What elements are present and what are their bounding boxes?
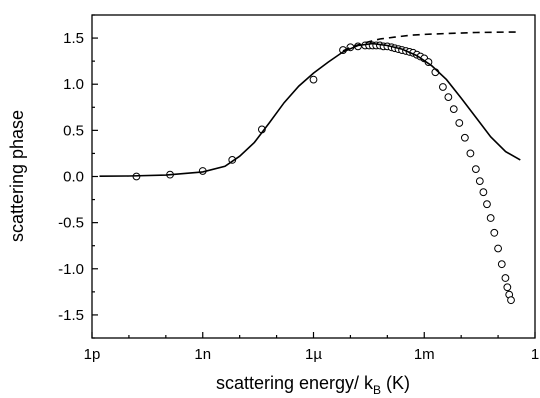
data-point xyxy=(483,200,491,209)
data-point xyxy=(460,133,469,142)
data-point xyxy=(466,149,475,158)
plot-frame xyxy=(91,14,536,339)
x-tick-label: 1p xyxy=(84,346,101,363)
series-layer xyxy=(99,31,521,305)
data-point xyxy=(438,83,447,91)
y-tick-label: -0.5 xyxy=(58,215,84,232)
data-point xyxy=(479,188,488,197)
y-tick-label: -1.0 xyxy=(58,261,84,278)
y-tick-label: 0.5 xyxy=(63,122,84,139)
x-axis-label: scattering energy/ kB (K) xyxy=(216,373,410,397)
y-tick-label: 1.0 xyxy=(63,76,84,93)
data-point xyxy=(494,244,502,253)
solid-curve xyxy=(99,42,521,177)
data-point xyxy=(490,228,499,237)
data-point xyxy=(444,93,453,102)
x-tick-label: 1n xyxy=(194,346,211,363)
data-point xyxy=(497,260,506,269)
y-tick-label: 1.5 xyxy=(63,30,84,47)
y-tick-label: 0.0 xyxy=(63,169,84,186)
x-axis-label-subscript: B xyxy=(373,383,381,397)
y-tick-label: -1.5 xyxy=(58,307,84,324)
data-point xyxy=(455,119,464,127)
x-tick-label: 1 xyxy=(531,346,539,363)
x-axis-label-main: scattering energy/ k xyxy=(216,373,374,393)
x-axis-ticks: 1p 1n 1µ 1m 1 xyxy=(84,332,539,363)
x-axis-label-unit: (K) xyxy=(381,373,410,393)
y-axis-ticks: 1.5 1.0 0.5 0.0 -0.5 -1.0 -1.5 xyxy=(58,14,98,339)
data-point xyxy=(507,296,515,305)
y-axis-label: scattering phase xyxy=(7,110,27,242)
data-point xyxy=(449,105,458,114)
data-point xyxy=(486,214,495,222)
data-point xyxy=(503,283,512,292)
data-point xyxy=(471,165,480,174)
dashed-curve xyxy=(342,31,521,52)
data-point xyxy=(309,75,318,84)
x-tick-label: 1µ xyxy=(305,346,322,363)
x-tick-label: 1m xyxy=(414,346,435,363)
data-point xyxy=(501,274,510,282)
data-point xyxy=(475,177,484,186)
